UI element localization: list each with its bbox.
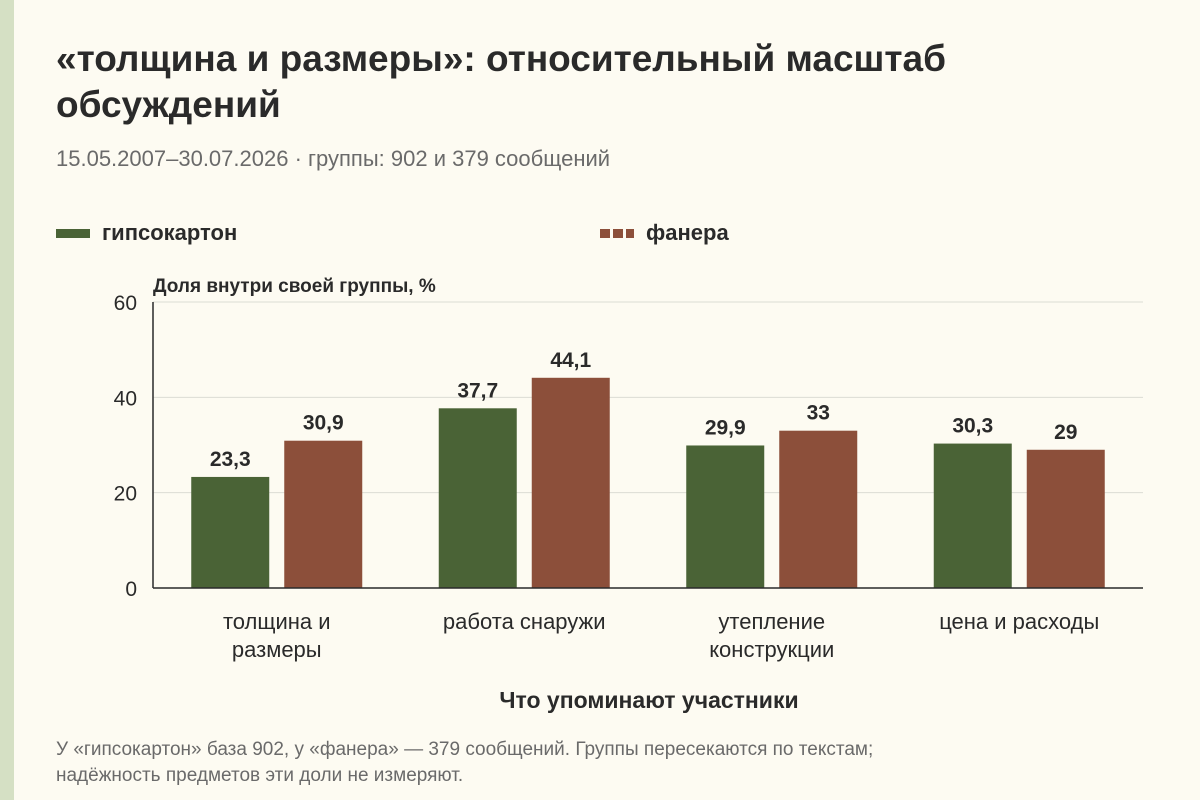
legend-label-gypsum: гипсокартон (102, 220, 238, 245)
legend-item-gypsum: гипсокартон (56, 220, 237, 246)
chart-title: «толщина и размеры»: относительный масшт… (56, 38, 946, 125)
axes (152, 302, 1143, 589)
footnote-line-1: У «гипсокартон» база 902, у «фанера» — 3… (56, 739, 874, 760)
data-label: 29 (1054, 421, 1077, 444)
legend-swatch-plywood (600, 228, 634, 238)
x-tick-label-line: цена и расходы (939, 609, 1099, 634)
x-tick-label: утепление конструкции (709, 609, 834, 662)
data-label: 30,3 (952, 415, 993, 438)
bars (191, 377, 1105, 588)
bar (779, 430, 858, 588)
side-stripe (0, 0, 14, 800)
legend-label-plywood: фанера (646, 220, 729, 245)
x-tick-label-line: конструкции (709, 637, 834, 662)
legend-swatch-gypsum (56, 228, 90, 238)
data-label: 29,9 (705, 416, 746, 439)
x-tick-label: цена и расходы (939, 609, 1099, 634)
x-tick-label-line: толщина и (223, 609, 331, 634)
y-axis-title: Доля внутри своей группы, % (153, 276, 436, 297)
bar (191, 476, 270, 588)
bar (686, 445, 765, 588)
x-tick-label-line: утепление (718, 609, 825, 634)
y-tick-label: 20 (114, 483, 137, 506)
data-label: 44,1 (550, 349, 591, 372)
bar (933, 443, 1012, 588)
x-tick-label-line: размеры (232, 637, 322, 662)
labels: 0 20 40 60 23,3 30,9 толщина и размеры 37,7 44,1 р… (114, 292, 1100, 662)
legend-item-plywood: фанера (600, 220, 729, 246)
x-tick-label: работа снаружи (443, 609, 606, 634)
data-label: 23,3 (210, 448, 251, 471)
footnote-line-2: надёжность предметов эти доли не измеряю… (56, 765, 464, 786)
data-label: 37,7 (457, 379, 498, 402)
y-tick-label: 60 (114, 292, 137, 315)
chart-subtitle: 15.05.2007–30.07.2026 · группы: 902 и 37… (56, 146, 611, 171)
footnote: У «гипсокартон» база 902, у «фанера» — 3… (56, 737, 1156, 789)
bar (1026, 449, 1105, 588)
bar (438, 408, 517, 588)
data-label: 33 (807, 402, 830, 425)
x-tick-label: толщина и размеры (223, 609, 331, 662)
y-tick-label: 0 (125, 578, 137, 601)
x-axis-title: Что упоминают участники (499, 687, 798, 713)
y-tick-label: 40 (114, 387, 137, 410)
x-tick-label-line: работа снаружи (443, 609, 606, 634)
bar (284, 440, 363, 588)
bar (531, 377, 610, 588)
data-label: 30,9 (303, 412, 344, 435)
